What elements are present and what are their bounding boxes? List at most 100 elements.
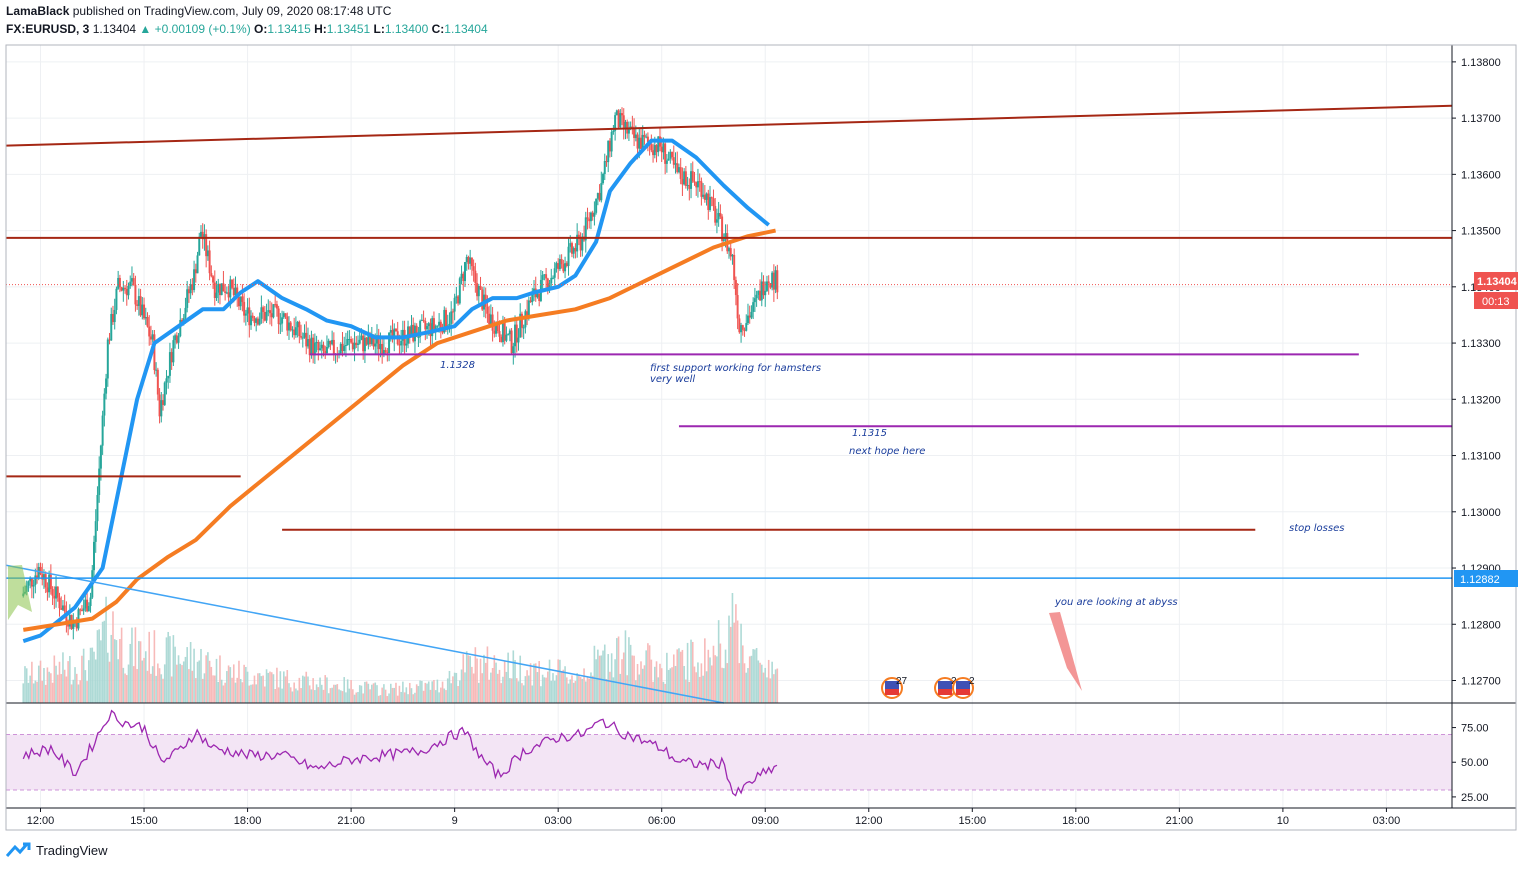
candle-body xyxy=(357,343,360,345)
volume-bar xyxy=(236,677,239,703)
volume-bar xyxy=(643,665,646,703)
candle-body xyxy=(677,167,680,173)
ma-fast-line[interactable] xyxy=(22,138,770,644)
volume-bar xyxy=(743,663,746,703)
candle-body xyxy=(412,324,415,342)
volume-bar xyxy=(552,673,554,703)
event-flag-icon[interactable]: 27 xyxy=(881,676,908,699)
candle-body xyxy=(712,198,715,207)
volume-bar xyxy=(243,664,245,703)
volume-bar xyxy=(528,675,530,703)
volume-bar xyxy=(681,649,684,703)
brand-label: TradingView xyxy=(36,842,108,858)
volume-bar xyxy=(193,648,195,703)
volume-bar xyxy=(262,675,264,703)
candle-body xyxy=(538,293,541,301)
author-name[interactable]: LamaBlack xyxy=(6,4,70,18)
volume-bar xyxy=(293,682,295,703)
volume-bar xyxy=(502,676,504,703)
volume-bar xyxy=(231,677,233,703)
candle-body xyxy=(168,352,171,376)
volume-bar xyxy=(129,643,132,703)
candle-body xyxy=(686,184,689,186)
volume-bar xyxy=(755,648,758,703)
ma-slow-line[interactable] xyxy=(22,228,776,632)
tradingview-brand[interactable]: TradingView xyxy=(6,842,108,858)
symbol-name[interactable]: FX:EURUSD, 3 xyxy=(6,22,90,36)
volume-bar xyxy=(353,694,356,703)
annotation-abyss[interactable]: you are looking at abyss xyxy=(1054,597,1178,608)
candle-body xyxy=(151,334,154,340)
annotation-11328[interactable]: 1.1328 xyxy=(440,360,475,371)
candle-body xyxy=(44,574,47,588)
drawn-lines[interactable] xyxy=(5,104,1453,704)
annotation-first-support[interactable]: first support working for hamsters xyxy=(650,363,821,374)
candle-body xyxy=(564,263,567,272)
candle-body xyxy=(555,263,558,269)
volume-bar xyxy=(635,680,637,703)
volume-bar xyxy=(557,659,559,703)
volume-bar xyxy=(431,681,434,703)
candle-body xyxy=(574,248,577,252)
candle-body xyxy=(431,318,434,337)
candle-body xyxy=(291,329,294,331)
volume-bar xyxy=(664,683,666,703)
volume-bar xyxy=(150,673,152,703)
volume-bar xyxy=(74,667,76,703)
volume-bar xyxy=(545,677,547,703)
volume-bar xyxy=(265,669,268,703)
candle-body xyxy=(394,328,397,332)
candle-body xyxy=(301,337,304,339)
volume-bar xyxy=(32,683,35,703)
candle-body xyxy=(372,334,375,347)
candle-body xyxy=(476,283,479,297)
volume-bar xyxy=(662,681,665,703)
candle-body xyxy=(386,352,389,354)
volume-bar xyxy=(25,668,28,703)
annotation-next-hope[interactable]: next hope here xyxy=(849,446,925,457)
rsi-band xyxy=(6,734,1452,791)
candle-body xyxy=(579,237,582,251)
volume-bar xyxy=(565,677,568,703)
annotation-very-well[interactable]: very well xyxy=(650,374,695,385)
volume-bar xyxy=(79,680,81,703)
candle-body xyxy=(572,248,575,254)
candle-body xyxy=(312,337,315,356)
candle-body xyxy=(174,335,177,341)
annotation-stop-losses[interactable]: stop losses xyxy=(1289,523,1344,534)
volume-bar xyxy=(384,689,387,703)
volume-bar xyxy=(213,675,216,703)
volume-bar xyxy=(91,647,94,703)
candle-body xyxy=(49,574,52,590)
volume-bar xyxy=(96,630,99,703)
volume-bar xyxy=(245,666,247,703)
volume-bar xyxy=(141,660,144,703)
event-flag-icon[interactable]: 2 xyxy=(952,676,975,699)
volume-bar xyxy=(22,683,25,703)
volume-bar xyxy=(446,678,449,703)
candle-body xyxy=(426,326,429,330)
candle-body xyxy=(553,268,556,278)
abyss-arrow-icon[interactable] xyxy=(1049,612,1082,691)
descending-trend[interactable] xyxy=(5,564,724,704)
candle-body xyxy=(443,309,446,333)
candle-body xyxy=(498,331,501,337)
channel-top[interactable] xyxy=(5,104,1453,147)
candle-body xyxy=(317,342,320,351)
annotation-11315[interactable]: 1.1315 xyxy=(852,428,887,439)
moving-averages[interactable] xyxy=(22,138,776,644)
green-arrow-shape[interactable] xyxy=(8,565,32,620)
candle-body xyxy=(294,327,297,336)
candle-body xyxy=(293,329,296,336)
volume-bar xyxy=(53,655,56,703)
volume-bar xyxy=(281,688,283,703)
candle-body xyxy=(98,468,101,495)
candle-body xyxy=(315,342,318,344)
volume-bar xyxy=(70,684,73,703)
rsi-indicator[interactable] xyxy=(22,709,778,797)
candle-body xyxy=(236,287,239,297)
volume-bar xyxy=(31,661,33,703)
candle-body xyxy=(117,277,120,289)
candle-body xyxy=(546,278,549,290)
